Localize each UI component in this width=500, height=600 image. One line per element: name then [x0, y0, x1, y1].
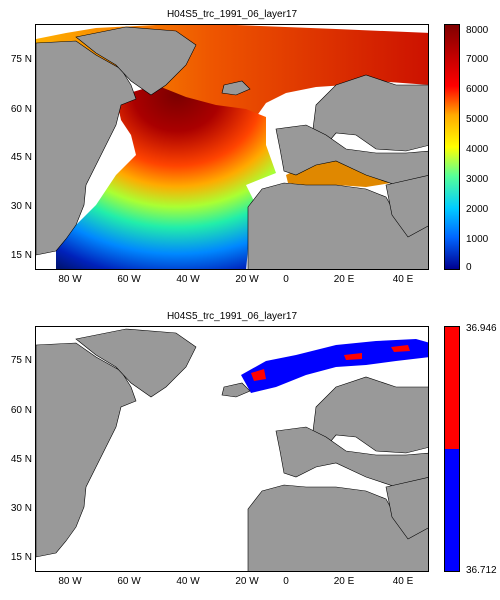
- bottom-lon-label: 80 W: [58, 576, 82, 587]
- north-america-land: [36, 342, 137, 558]
- land: [36, 328, 428, 571]
- bottom-lat-label: 60 N: [10, 405, 32, 416]
- bottom-lon-label: 0: [283, 576, 289, 587]
- bottom-map-svg: [36, 328, 428, 571]
- top-lon-label: 0: [283, 274, 289, 285]
- bottom-lon-label: 40 W: [176, 576, 200, 587]
- bottom-lon-label: 20 E: [333, 576, 355, 587]
- top-lat-label: 30 N: [10, 201, 32, 212]
- top-colorbar-tick: 4000: [466, 144, 489, 155]
- iceland-land: [221, 382, 251, 398]
- top-lon-label: 40 W: [176, 274, 200, 285]
- greenland-land: [75, 26, 197, 96]
- top-panel-title: H04S5_trc_1991_06_layer17: [166, 9, 298, 20]
- high-value-patch: [344, 353, 362, 360]
- top-lat-label: 60 N: [10, 104, 32, 115]
- top-lon-label: 60 W: [117, 274, 141, 285]
- bottom-lon-label: 40 E: [392, 576, 414, 587]
- arabia-land: [385, 477, 428, 540]
- top-lat-label: 75 N: [10, 54, 32, 65]
- top-lat-label: 45 N: [10, 152, 32, 163]
- bottom-panel-title: H04S5_trc_1991_06_layer17: [166, 311, 298, 322]
- bottom-colorbar-tick: 36.946: [466, 323, 497, 334]
- bottom-lon-label: 20 W: [235, 576, 259, 587]
- top-lon-label: 20 E: [333, 274, 355, 285]
- africa-land: [247, 484, 428, 571]
- top-map-svg: [36, 25, 428, 269]
- top-colorbar-tick: 8000: [466, 25, 489, 36]
- bottom-lat-label: 30 N: [10, 503, 32, 514]
- top-lon-label: 40 E: [392, 274, 414, 285]
- bottom-colorbar: [444, 326, 460, 572]
- north-america-land: [36, 40, 137, 256]
- low-value-patch: [241, 339, 428, 393]
- top-colorbar-tick: 3000: [466, 174, 489, 185]
- high-value-patch: [391, 345, 410, 352]
- top-colorbar-tick: 1000: [466, 234, 489, 245]
- top-lon-label: 20 W: [235, 274, 259, 285]
- iceland-land: [221, 80, 251, 96]
- top-colorbar-tick: 7000: [466, 54, 489, 65]
- top-colorbar-tick: 0: [466, 262, 472, 273]
- top-lon-label: 80 W: [58, 274, 82, 285]
- bottom-colorbar-tick: 36.712: [466, 565, 497, 576]
- bottom-lon-label: 60 W: [117, 576, 141, 587]
- top-colorbar-tick: 5000: [466, 114, 489, 125]
- bottom-lat-label: 45 N: [10, 454, 32, 465]
- africa-land: [247, 182, 428, 269]
- bottom-lat-label: 15 N: [10, 552, 32, 563]
- greenland-land: [75, 328, 197, 398]
- top-colorbar: [444, 24, 460, 270]
- arabia-land: [385, 175, 428, 238]
- bottom-lat-label: 75 N: [10, 355, 32, 366]
- top-map: [35, 24, 429, 270]
- top-colorbar-tick: 6000: [466, 84, 489, 95]
- bottom-map: [35, 326, 429, 572]
- top-colorbar-tick: 2000: [466, 204, 489, 215]
- high-value-patch: [251, 369, 266, 381]
- land: [36, 26, 428, 269]
- top-lat-label: 15 N: [10, 250, 32, 261]
- tracer-field-main: [56, 85, 276, 269]
